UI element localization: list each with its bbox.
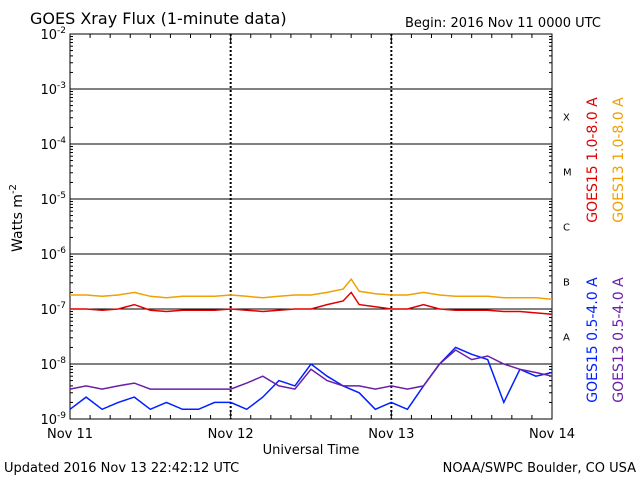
x-tick-label: Nov 13 — [368, 427, 414, 442]
flare-class-labels: X M C B A — [563, 113, 572, 344]
flare-class-label: X — [563, 113, 570, 124]
legend-entry: GOES13 0.5-4.0 A — [611, 277, 627, 403]
y-tick-label: 10-7 — [40, 301, 66, 318]
x-tick-label: Nov 12 — [208, 427, 254, 442]
y-axis-label: Watts m-2 — [8, 184, 26, 252]
x-tick-label: Nov 11 — [47, 427, 93, 442]
y-axis-ticks: 10-2 10-3 10-4 10-5 10-6 10-7 10-8 10-9 — [40, 26, 552, 428]
chart-series — [69, 277, 553, 411]
flare-class-label: C — [563, 223, 570, 234]
footer-updated: Updated 2016 Nov 13 22:42:12 UTC — [4, 461, 239, 476]
series-line — [70, 277, 553, 301]
begin-label: Begin: 2016 Nov 11 0000 UTC — [405, 16, 601, 31]
series-line — [69, 349, 553, 390]
flare-class-label: B — [563, 278, 570, 289]
y-tick-label: 10-9 — [40, 411, 66, 428]
legend: GOES15 1.0-8.0 A GOES13 1.0-8.0 A GOES15 0… — [585, 97, 627, 403]
y-tick-label: 10-3 — [40, 81, 66, 98]
series-line — [69, 346, 553, 411]
flare-class-label: A — [563, 333, 570, 344]
y-tick-label: 10-5 — [40, 191, 66, 208]
plot-area — [69, 33, 553, 420]
legend-entry: GOES13 1.0-8.0 A — [611, 97, 627, 223]
y-tick-label: 10-4 — [40, 136, 66, 153]
y-tick-label: 10-8 — [40, 356, 66, 373]
x-axis-ticks: Nov 11 Nov 12 Nov 13 Nov 14 — [47, 34, 575, 442]
x-tick-label: Nov 14 — [529, 427, 575, 442]
y-tick-label: 10-2 — [40, 26, 66, 43]
legend-entry: GOES15 1.0-8.0 A — [585, 97, 601, 223]
y-tick-label: 10-6 — [40, 246, 66, 263]
day-divider-lines — [229, 34, 393, 419]
series-line — [70, 291, 553, 316]
x-axis-label: Universal Time — [263, 443, 360, 458]
legend-entry: GOES15 0.5-4.0 A — [585, 277, 601, 403]
flare-class-label: M — [563, 168, 572, 179]
chart-title: GOES Xray Flux (1-minute data) — [30, 9, 287, 28]
footer-credit: NOAA/SWPC Boulder, CO USA — [443, 461, 636, 476]
